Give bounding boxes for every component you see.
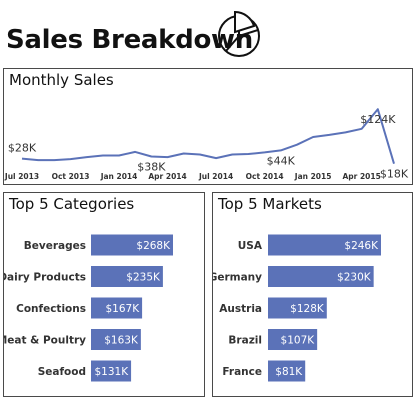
- top-categories-panel: Top 5 Categories Beverages $268K Dairy Pro…: [3, 192, 205, 397]
- bar: [91, 360, 132, 382]
- bar-value-label: $235K: [126, 272, 161, 284]
- line-data-label: $18K: [380, 168, 409, 181]
- line-data-label: $44K: [267, 154, 296, 167]
- top-markets-title: Top 5 Markets: [218, 195, 322, 213]
- bar-value-label: $268K: [136, 240, 171, 252]
- category-label: Austria: [219, 303, 262, 315]
- bar: [268, 329, 318, 350]
- x-tick-label: Oct 2013: [52, 172, 90, 181]
- category-label: Seafood: [38, 366, 86, 378]
- bar-value-label: $131K: [94, 366, 129, 378]
- monthly-sales-chart: $28K $38K $44K $124K $18K Jul 2013 Oct 2013 Jan…: [4, 108, 409, 181]
- line-data-label: $28K: [8, 142, 37, 155]
- x-tick-label: Jan 2015: [294, 172, 332, 181]
- monthly-sales-title: Monthly Sales: [9, 71, 114, 89]
- bar: [268, 234, 381, 256]
- bar: [268, 266, 374, 287]
- bar-value-label: $167K: [105, 303, 140, 315]
- bar: [91, 297, 143, 319]
- top-markets-panel: Top 5 Markets USA $246K Germany $230K Austri…: [212, 192, 413, 397]
- bar-value-label: $107K: [281, 335, 316, 347]
- bar: [91, 234, 173, 256]
- category-label: France: [222, 366, 262, 378]
- line-data-label: $124K: [360, 113, 396, 126]
- top-categories-title: Top 5 Categories: [9, 195, 135, 213]
- line-data-label: $38K: [137, 161, 166, 174]
- pie-chart-icon: [218, 10, 260, 57]
- monthly-sales-panel: Monthly Sales $28K $38K $44K $124K $18K Jul 2…: [3, 68, 413, 185]
- bar: [91, 266, 163, 287]
- category-label: Meat & Poultry: [4, 335, 86, 347]
- bar: [268, 360, 306, 382]
- sales-line: [21, 108, 395, 164]
- x-tick-label: Apr 2014: [148, 172, 186, 181]
- bar: [91, 329, 141, 350]
- category-label: Dairy Products: [4, 272, 86, 284]
- bar-value-label: $246K: [344, 240, 379, 252]
- bar: [268, 297, 327, 319]
- bar-value-label: $128K: [290, 303, 325, 315]
- page-title: Sales Breakdown: [6, 25, 253, 55]
- category-label: Brazil: [228, 335, 262, 347]
- x-tick-label: Jan 2014: [100, 172, 138, 181]
- x-tick-label: Apr 2015: [342, 172, 380, 181]
- category-label: Beverages: [24, 240, 86, 252]
- category-label: USA: [238, 240, 263, 252]
- top-categories-chart: Beverages $268K Dairy Products $235K Confect…: [4, 234, 173, 382]
- top-markets-chart: USA $246K Germany $230K Austria $128K Brazil $1…: [213, 234, 381, 382]
- x-tick-label: Oct 2014: [246, 172, 284, 181]
- bar-value-label: $230K: [337, 272, 372, 284]
- x-tick-label: Jul 2013: [4, 172, 39, 181]
- category-label: Germany: [213, 272, 262, 284]
- bar-value-label: $81K: [275, 366, 303, 378]
- x-tick-label: Jul 2014: [198, 172, 233, 181]
- bar-value-label: $163K: [104, 335, 139, 347]
- category-label: Confections: [16, 303, 86, 315]
